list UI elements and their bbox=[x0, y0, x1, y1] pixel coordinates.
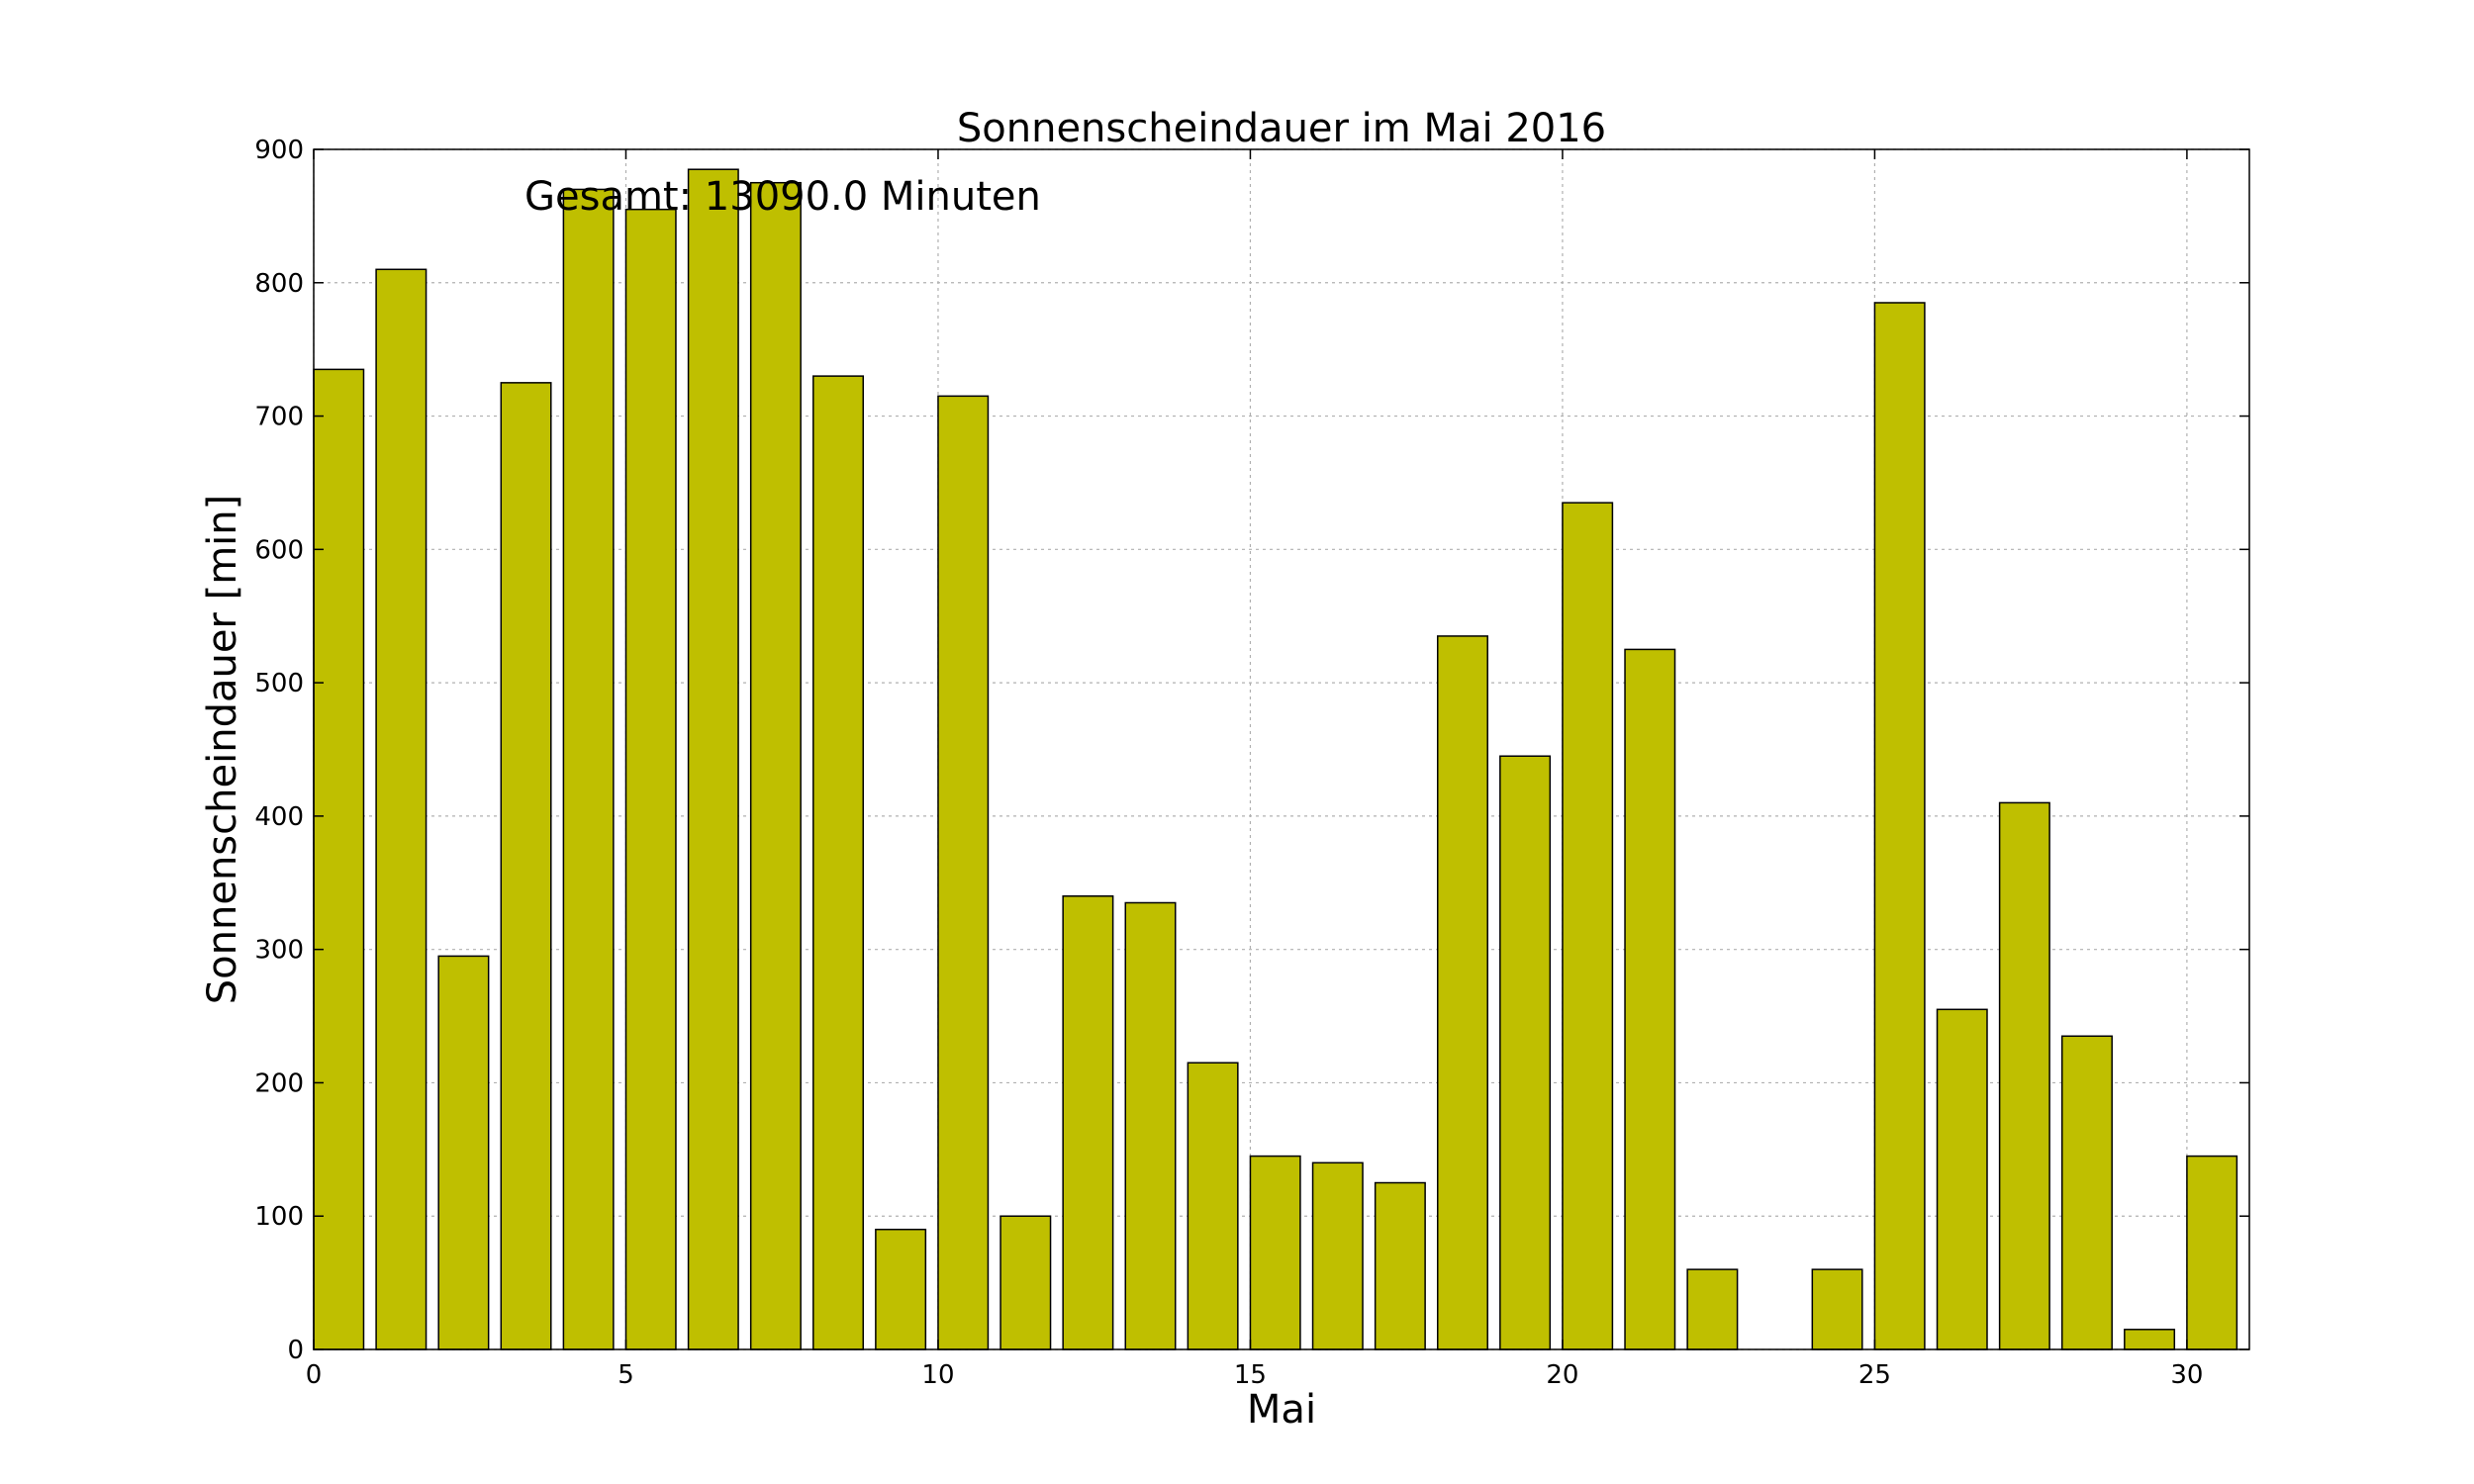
bar-day-9 bbox=[875, 1228, 927, 1350]
bar-day-7 bbox=[749, 181, 802, 1350]
bar-day-6 bbox=[687, 168, 739, 1350]
bar-day-11 bbox=[999, 1215, 1052, 1350]
bar-day-5 bbox=[624, 208, 677, 1350]
y-tick-label: 300 bbox=[254, 936, 304, 966]
bar-day-1 bbox=[375, 268, 428, 1350]
bar-day-26 bbox=[1936, 1008, 1988, 1350]
bar-day-15 bbox=[1249, 1155, 1301, 1350]
bar-day-4 bbox=[562, 188, 615, 1350]
bar-day-28 bbox=[2060, 1035, 2113, 1350]
y-tick-label: 900 bbox=[254, 136, 304, 165]
bar-day-25 bbox=[1873, 302, 1926, 1350]
bar-day-20 bbox=[1562, 502, 1614, 1350]
bar-day-17 bbox=[1374, 1181, 1426, 1350]
x-tick-label: 25 bbox=[1858, 1360, 1891, 1390]
bar-day-16 bbox=[1311, 1161, 1364, 1350]
y-tick-label: 800 bbox=[254, 269, 304, 299]
y-tick-label: 700 bbox=[254, 403, 304, 432]
bar-day-24 bbox=[1811, 1268, 1863, 1350]
total-annotation: Gesamt: 13090.0 Minuten bbox=[524, 174, 1041, 220]
y-tick-label: 500 bbox=[254, 669, 304, 698]
bar-day-8 bbox=[812, 375, 865, 1350]
x-tick-label: 5 bbox=[618, 1360, 634, 1390]
x-tick-label: 20 bbox=[1546, 1360, 1578, 1390]
bar-day-14 bbox=[1187, 1062, 1239, 1350]
x-tick-label: 0 bbox=[306, 1360, 323, 1390]
bar-day-13 bbox=[1124, 901, 1177, 1350]
bar-day-21 bbox=[1624, 648, 1676, 1350]
bar-day-19 bbox=[1499, 755, 1552, 1350]
chart-title: Sonnenscheindauer im Mai 2016 bbox=[957, 106, 1606, 151]
x-tick-label: 10 bbox=[921, 1360, 954, 1390]
y-axis-label: Sonnenscheindauer [min] bbox=[200, 495, 245, 1004]
bars-layer bbox=[313, 168, 2238, 1350]
y-tick-label: 600 bbox=[254, 535, 304, 565]
y-tick-label: 0 bbox=[287, 1336, 304, 1365]
x-tick-label: 30 bbox=[2170, 1360, 2203, 1390]
bar-day-22 bbox=[1686, 1268, 1739, 1350]
ticks-layer bbox=[313, 148, 2249, 1350]
y-tick-labels: 0 100 200 300 400 500 600 700 800 900 bbox=[254, 136, 304, 1365]
bar-day-18 bbox=[1436, 635, 1488, 1350]
bar-day-30 bbox=[2186, 1155, 2238, 1350]
bar-day-3 bbox=[500, 382, 552, 1350]
bar-day-2 bbox=[437, 955, 490, 1350]
bar-day-29 bbox=[2124, 1329, 2176, 1350]
plot-frame bbox=[313, 148, 2250, 1350]
bar-day-10 bbox=[937, 395, 990, 1350]
y-tick-label: 100 bbox=[254, 1202, 304, 1232]
y-tick-label: 200 bbox=[254, 1068, 304, 1098]
x-tick-label: 15 bbox=[1234, 1360, 1267, 1390]
x-tick-labels: 0 5 10 15 20 25 30 bbox=[306, 1360, 2204, 1390]
bar-day-0 bbox=[313, 368, 365, 1350]
x-axis-label: Mai bbox=[1247, 1387, 1316, 1433]
bar-day-12 bbox=[1062, 895, 1114, 1350]
y-tick-label: 400 bbox=[254, 802, 304, 832]
bar-day-27 bbox=[1998, 801, 2050, 1350]
